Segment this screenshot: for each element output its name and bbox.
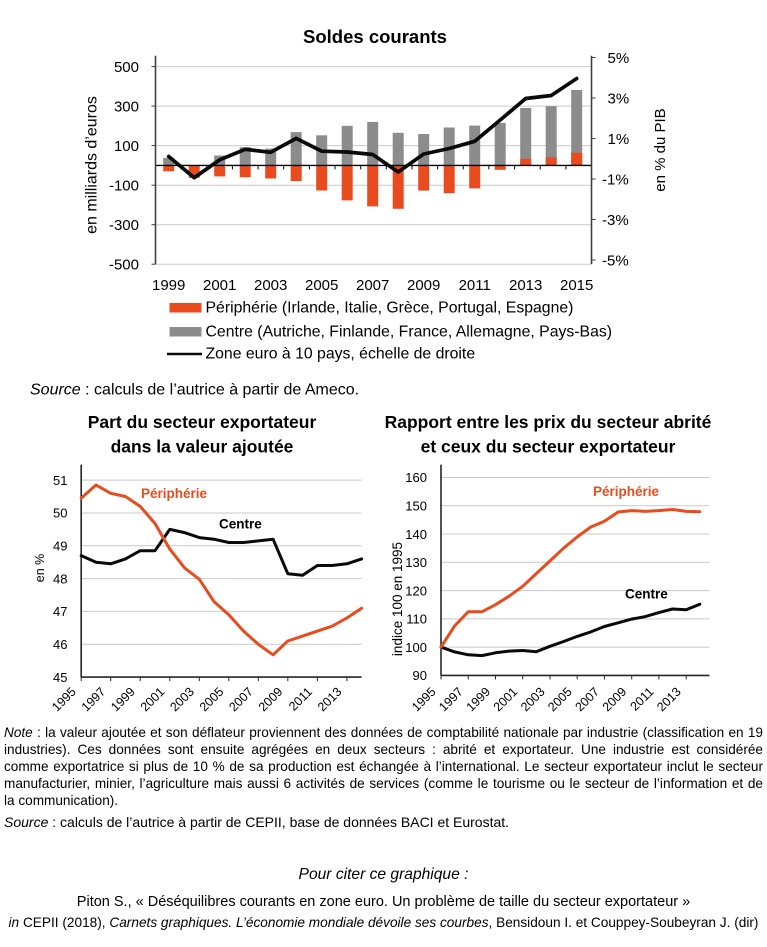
- svg-text:-3%: -3%: [602, 212, 629, 229]
- svg-text:Rapport entre les prix du sect: Rapport entre les prix du secteur abrité: [385, 412, 712, 432]
- svg-text:1999: 1999: [464, 685, 494, 715]
- svg-text:2003: 2003: [518, 685, 548, 715]
- svg-text:2007: 2007: [572, 685, 602, 715]
- svg-text:2001: 2001: [203, 277, 236, 294]
- svg-text:1997: 1997: [79, 685, 109, 715]
- svg-text:51: 51: [53, 473, 67, 488]
- svg-text:1997: 1997: [436, 685, 466, 715]
- svg-text:50: 50: [53, 506, 67, 521]
- svg-text:46: 46: [53, 637, 67, 652]
- svg-text:2007: 2007: [356, 277, 389, 294]
- svg-text:100: 100: [114, 138, 139, 155]
- svg-text:Périphérie: Périphérie: [141, 486, 208, 501]
- svg-text:110: 110: [406, 612, 427, 627]
- svg-text:2001: 2001: [138, 685, 168, 715]
- svg-text:en %: en %: [33, 554, 47, 583]
- svg-text:-300: -300: [109, 217, 139, 234]
- svg-text:2013: 2013: [315, 685, 345, 715]
- svg-text:2011: 2011: [459, 277, 491, 294]
- svg-text:2005: 2005: [197, 685, 227, 715]
- svg-text:160: 160: [405, 470, 427, 485]
- svg-text:en milliards d’euros: en milliards d’euros: [84, 96, 101, 234]
- svg-text:Centre (Autriche, Finlande, Fr: Centre (Autriche, Finlande, France, Alle…: [206, 324, 613, 341]
- svg-text:Part du secteur exportateur: Part du secteur exportateur: [88, 412, 317, 432]
- svg-text:Périphérie (Irlande, Italie, G: Périphérie (Irlande, Italie, Grèce, Port…: [206, 300, 574, 317]
- svg-text:dans la valeur ajoutée: dans la valeur ajoutée: [111, 437, 294, 457]
- svg-text:3%: 3%: [608, 90, 630, 107]
- svg-text:2003: 2003: [254, 277, 287, 294]
- svg-text:150: 150: [405, 499, 427, 514]
- svg-text:en % du PIB: en % du PIB: [652, 108, 669, 191]
- svg-text:Centre: Centre: [625, 587, 668, 602]
- svg-text:45: 45: [53, 670, 67, 685]
- svg-text:140: 140: [405, 527, 427, 542]
- svg-text:5%: 5%: [608, 50, 630, 67]
- svg-text:48: 48: [53, 571, 67, 586]
- svg-text:100: 100: [405, 640, 427, 655]
- svg-text:1999: 1999: [108, 685, 138, 715]
- svg-text:300: 300: [114, 99, 139, 116]
- svg-text:2009: 2009: [256, 685, 286, 715]
- svg-text:2007: 2007: [226, 685, 256, 715]
- svg-text:1%: 1%: [608, 131, 630, 148]
- svg-text:2003: 2003: [167, 685, 197, 715]
- svg-text:1995: 1995: [49, 685, 79, 715]
- svg-text:49: 49: [53, 539, 67, 554]
- svg-text:2013: 2013: [509, 277, 542, 294]
- svg-text:Périphérie: Périphérie: [593, 484, 660, 499]
- svg-text:Source : calculs de l’autrice: Source : calculs de l’autrice à partir d…: [30, 382, 359, 399]
- svg-text:2011: 2011: [286, 685, 315, 714]
- svg-text:2005: 2005: [545, 685, 575, 715]
- svg-text:-500: -500: [109, 257, 139, 274]
- svg-text:2009: 2009: [600, 685, 630, 715]
- svg-text:500: 500: [114, 59, 139, 76]
- svg-text:1995: 1995: [409, 685, 439, 715]
- svg-text:130: 130: [405, 555, 427, 570]
- svg-text:2011: 2011: [628, 685, 657, 714]
- svg-text:47: 47: [53, 604, 67, 619]
- svg-text:2013: 2013: [654, 685, 684, 715]
- svg-text:indice 100 en 1995: indice 100 en 1995: [390, 542, 405, 656]
- svg-text:120: 120: [405, 583, 427, 598]
- svg-text:-5%: -5%: [602, 252, 629, 269]
- svg-text:Soldes courants: Soldes courants: [303, 26, 447, 47]
- svg-text:et ceux du secteur exportateur: et ceux du secteur exportateur: [421, 437, 676, 457]
- svg-text:Centre: Centre: [219, 517, 262, 532]
- svg-text:2009: 2009: [407, 277, 440, 294]
- svg-text:2015: 2015: [560, 277, 593, 294]
- svg-text:2001: 2001: [491, 685, 521, 715]
- svg-text:-100: -100: [109, 178, 139, 195]
- svg-text:1999: 1999: [152, 277, 185, 294]
- svg-text:2005: 2005: [305, 277, 338, 294]
- svg-text:Zone euro à 10 pays, échelle d: Zone euro à 10 pays, échelle de droite: [206, 346, 476, 363]
- svg-text:-1%: -1%: [602, 171, 629, 188]
- svg-text:90: 90: [413, 668, 427, 683]
